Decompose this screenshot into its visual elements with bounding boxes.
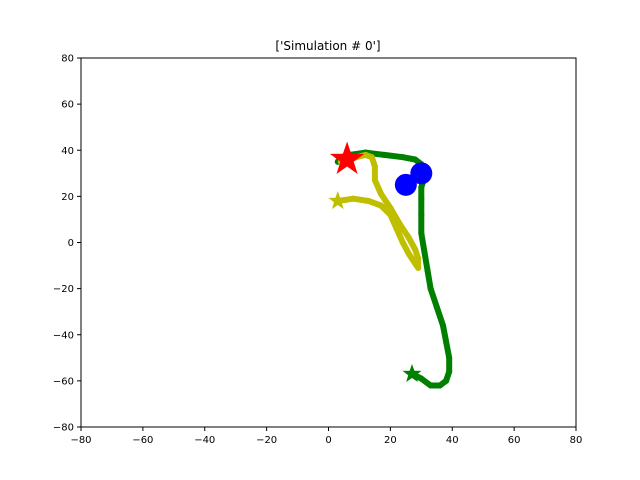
series-1-point-7 bbox=[405, 251, 412, 258]
series-0-point-2 bbox=[427, 382, 434, 389]
series-1-point-4 bbox=[387, 211, 394, 218]
series-0-point-15 bbox=[418, 195, 425, 202]
y-tick-label-5: 20 bbox=[61, 192, 74, 203]
series-1-point-8 bbox=[412, 260, 419, 267]
series-0-point-8 bbox=[439, 322, 446, 329]
series-0-point-9 bbox=[433, 304, 440, 311]
series-1-point-13 bbox=[396, 221, 403, 228]
series-1-point-3 bbox=[378, 202, 385, 209]
series-1-point-5 bbox=[393, 225, 400, 232]
x-tick-label-3: −20 bbox=[256, 435, 277, 446]
series-1-point-6 bbox=[399, 239, 406, 246]
series-0-point-14 bbox=[418, 211, 425, 218]
series-1-point-10 bbox=[415, 255, 422, 262]
x-tick-label-2: −40 bbox=[194, 435, 215, 446]
chart-title: ['Simulation # 0'] bbox=[275, 39, 380, 53]
series-1-point-18 bbox=[368, 154, 375, 161]
circle-marker-3 bbox=[410, 162, 433, 185]
series-0-point-7 bbox=[443, 338, 450, 345]
circle-marker-4 bbox=[394, 173, 417, 196]
series-1-point-2 bbox=[365, 197, 372, 204]
series-1-point-9 bbox=[415, 264, 422, 271]
x-tick-label-1: −60 bbox=[132, 435, 153, 446]
series-0-point-12 bbox=[421, 248, 428, 255]
series-1-point-1 bbox=[350, 195, 357, 202]
series-0-point-10 bbox=[427, 285, 434, 292]
x-tick-label-8: 80 bbox=[570, 435, 583, 446]
x-tick-label-6: 40 bbox=[446, 435, 459, 446]
series-0-point-4 bbox=[443, 377, 450, 384]
series-0-point-5 bbox=[446, 368, 453, 375]
series-0-point-20 bbox=[412, 156, 419, 163]
y-tick-label-4: 0 bbox=[68, 238, 74, 249]
x-tick-label-7: 60 bbox=[508, 435, 521, 446]
series-0-point-21 bbox=[399, 154, 406, 161]
y-tick-label-2: −40 bbox=[53, 330, 74, 341]
series-0-point-16 bbox=[418, 184, 425, 191]
series-1-point-15 bbox=[378, 191, 385, 198]
plot-area: −80 −60 −40 −20 0 20 40 60 80 −80 −60 −40 −20 0 20 40 60… bbox=[53, 54, 582, 447]
series-0-point-13 bbox=[418, 230, 425, 237]
series-1-point-19 bbox=[362, 151, 369, 158]
star-marker-0 bbox=[402, 364, 422, 382]
series-0-point-22 bbox=[381, 151, 388, 158]
y-tick-label-6: 40 bbox=[61, 146, 74, 157]
series-0-point-1 bbox=[418, 375, 425, 382]
y-tick-label-1: −60 bbox=[53, 376, 74, 387]
y-tick-label-3: −20 bbox=[53, 284, 74, 295]
y-tick-label-0: −80 bbox=[53, 423, 74, 434]
series-1-point-17 bbox=[371, 163, 378, 170]
x-tick-label-0: −80 bbox=[70, 435, 91, 446]
series-1-point-16 bbox=[371, 177, 378, 184]
series-1-point-14 bbox=[387, 204, 394, 211]
x-tick-label-4: 0 bbox=[325, 435, 331, 446]
y-tick-label-7: 60 bbox=[61, 100, 74, 111]
series-0-point-3 bbox=[436, 382, 443, 389]
plot-background bbox=[81, 58, 576, 427]
series-0-point-11 bbox=[424, 267, 431, 274]
series-1-point-12 bbox=[405, 234, 412, 241]
star-marker-2 bbox=[329, 141, 365, 174]
star-marker-1 bbox=[328, 191, 348, 210]
y-tick-label-8: 80 bbox=[61, 54, 74, 65]
series-1-point-11 bbox=[412, 246, 419, 253]
series-0-point-6 bbox=[446, 354, 453, 361]
x-tick-label-5: 20 bbox=[384, 435, 397, 446]
